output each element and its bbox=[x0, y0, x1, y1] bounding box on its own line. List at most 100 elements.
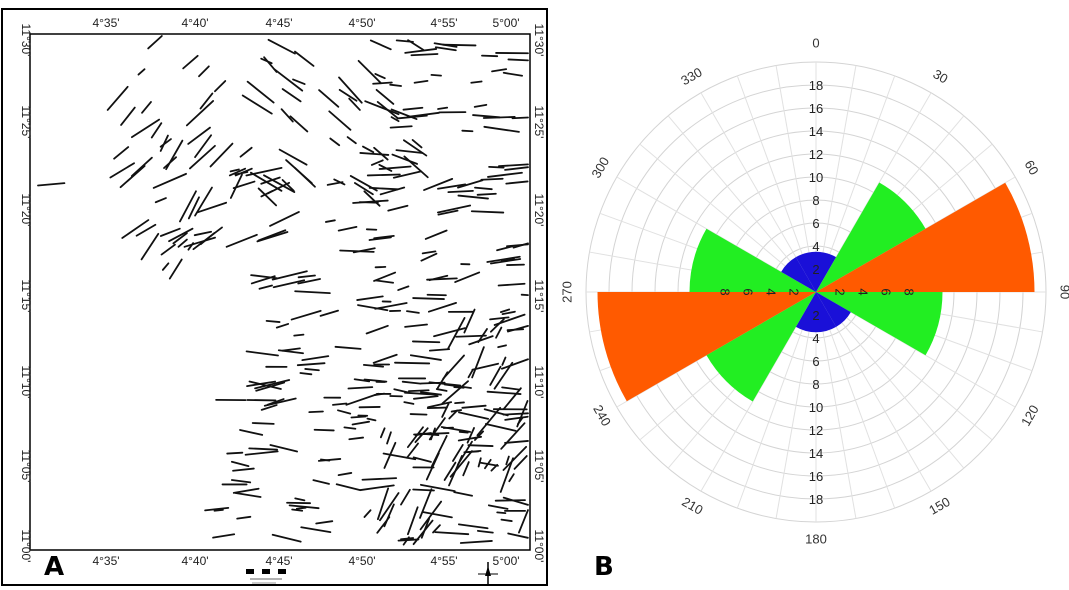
lineament bbox=[320, 458, 331, 462]
lat-tick-left: 11°20' bbox=[19, 194, 33, 227]
lineament bbox=[239, 146, 253, 158]
lineament bbox=[462, 461, 470, 477]
lineament bbox=[281, 88, 302, 103]
lineament bbox=[229, 168, 240, 173]
lineament bbox=[308, 410, 324, 414]
lineament bbox=[458, 523, 489, 530]
rose-radial-tick: 2 bbox=[812, 262, 819, 277]
lineament bbox=[504, 166, 529, 171]
lineament bbox=[409, 413, 428, 416]
rose-petal bbox=[816, 292, 837, 333]
lineament bbox=[430, 73, 442, 77]
lineament bbox=[420, 517, 431, 539]
lineament bbox=[413, 79, 429, 84]
lineament bbox=[487, 171, 523, 178]
lineament bbox=[214, 80, 227, 93]
rose-spoke bbox=[700, 291, 817, 492]
rose-spoke bbox=[815, 291, 1043, 333]
lineament bbox=[413, 395, 439, 400]
lineament bbox=[362, 363, 385, 368]
lineament bbox=[466, 427, 475, 444]
lineament bbox=[473, 103, 488, 108]
lineament bbox=[373, 271, 397, 282]
rose-spoke bbox=[667, 291, 817, 469]
lat-tick-right: 11°05' bbox=[532, 450, 546, 483]
scale-bar bbox=[246, 569, 286, 584]
lineament bbox=[393, 388, 410, 394]
rose-ring bbox=[746, 222, 886, 362]
rose-spoke bbox=[599, 291, 817, 372]
lineament bbox=[130, 156, 153, 177]
lineament bbox=[130, 118, 161, 139]
lineament bbox=[467, 368, 474, 379]
lineament bbox=[493, 361, 514, 390]
lineament bbox=[366, 173, 401, 177]
rose-ring bbox=[631, 107, 1001, 477]
rose-spoke bbox=[815, 251, 1043, 293]
lineament bbox=[477, 529, 494, 534]
lineament bbox=[461, 129, 474, 133]
lineament bbox=[395, 149, 424, 154]
lineament bbox=[212, 533, 236, 539]
lineament bbox=[364, 100, 400, 116]
lineament bbox=[338, 88, 358, 102]
lon-tick-top: 4°50' bbox=[348, 16, 375, 30]
lineament bbox=[477, 457, 482, 468]
lineament bbox=[406, 310, 420, 314]
lon-tick-bottom: 5°00' bbox=[492, 554, 519, 568]
lineament bbox=[488, 165, 505, 169]
lineament bbox=[182, 54, 199, 70]
lineament bbox=[487, 504, 509, 510]
lineament bbox=[437, 183, 467, 190]
lineament bbox=[179, 190, 197, 223]
lineament bbox=[304, 368, 320, 372]
lineament bbox=[502, 387, 522, 410]
lineament bbox=[209, 142, 234, 168]
lineament bbox=[281, 179, 295, 192]
lineament bbox=[361, 477, 398, 481]
lineament bbox=[489, 318, 505, 333]
lineament bbox=[348, 97, 361, 111]
lineament bbox=[414, 427, 429, 444]
rose-radial-tick: 4 bbox=[812, 331, 819, 346]
lineament bbox=[401, 380, 422, 385]
lineament bbox=[457, 194, 489, 200]
lineament bbox=[199, 92, 214, 110]
lineament bbox=[435, 388, 448, 392]
lineament bbox=[427, 301, 457, 313]
rose-petal bbox=[816, 182, 926, 292]
lineament bbox=[434, 531, 470, 536]
lineament bbox=[245, 350, 279, 357]
rose-spoke bbox=[700, 92, 817, 293]
lineament bbox=[500, 518, 513, 522]
rose-radial-tick: 14 bbox=[809, 446, 823, 461]
lineament bbox=[295, 506, 307, 510]
lineament bbox=[258, 284, 273, 290]
lineament bbox=[347, 386, 374, 390]
lineament bbox=[263, 174, 296, 193]
lineament bbox=[313, 428, 335, 432]
rose-radial-tick: 16 bbox=[809, 101, 823, 116]
lineament bbox=[500, 358, 529, 370]
lineament bbox=[390, 116, 400, 123]
lineament bbox=[499, 308, 511, 314]
lineament bbox=[194, 134, 213, 159]
rose-radial-tick: 8 bbox=[812, 377, 819, 392]
lineament bbox=[392, 170, 422, 179]
lineament bbox=[502, 445, 528, 471]
rose-radial-tick: 14 bbox=[809, 124, 823, 139]
lineament bbox=[504, 440, 529, 444]
rose-spoke bbox=[815, 291, 1033, 372]
rose-radial-tick: 18 bbox=[809, 492, 823, 507]
lat-tick-right: 11°25' bbox=[532, 106, 546, 139]
lineament bbox=[273, 68, 304, 92]
rose-spoke bbox=[639, 291, 817, 441]
lineament bbox=[507, 325, 529, 333]
lineament bbox=[389, 83, 402, 87]
lineament bbox=[374, 279, 394, 284]
lineament bbox=[368, 236, 392, 241]
lineament bbox=[379, 186, 406, 196]
lineament bbox=[505, 455, 510, 466]
lineament bbox=[391, 153, 418, 165]
lineament bbox=[335, 483, 362, 492]
